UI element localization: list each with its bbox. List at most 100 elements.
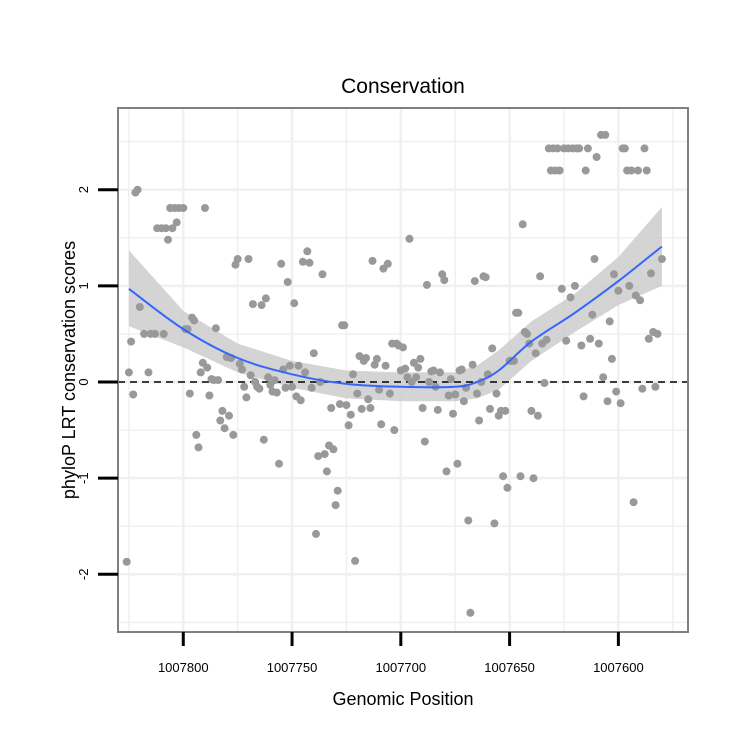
data-point — [344, 421, 353, 430]
x-tick-label: 1007750 — [267, 660, 318, 675]
data-point — [642, 166, 651, 175]
data-point — [349, 370, 357, 379]
data-point — [636, 296, 645, 305]
data-point — [401, 364, 410, 373]
data-point — [616, 399, 625, 408]
data-point — [246, 371, 255, 380]
data-point — [375, 385, 384, 394]
data-point — [459, 397, 468, 406]
data-point — [446, 375, 455, 384]
data-point — [346, 410, 355, 419]
data-point — [553, 144, 562, 153]
data-point — [340, 321, 349, 330]
data-point — [257, 301, 266, 310]
data-point — [294, 361, 303, 370]
data-point — [503, 483, 512, 492]
data-point — [194, 443, 203, 452]
data-point — [420, 437, 429, 446]
data-point — [172, 218, 181, 227]
data-point — [322, 467, 331, 476]
data-point — [570, 281, 579, 290]
data-point — [229, 430, 238, 439]
data-point — [453, 459, 462, 468]
data-point — [499, 472, 508, 481]
y-tick-label: 1 — [76, 282, 91, 289]
data-point — [501, 406, 510, 415]
data-point — [470, 277, 479, 286]
data-point — [418, 404, 427, 412]
data-point — [629, 498, 638, 507]
data-point — [218, 406, 227, 415]
data-point — [555, 166, 564, 175]
data-point — [579, 392, 588, 401]
x-axis: 1007800 1007750 1007700 1007650 1007600 — [158, 632, 644, 675]
data-point — [620, 144, 629, 153]
data-point — [603, 397, 612, 406]
data-point — [464, 516, 473, 525]
data-point — [201, 204, 209, 212]
data-point — [531, 349, 540, 358]
data-point — [259, 435, 268, 444]
data-point — [248, 300, 257, 309]
data-point — [422, 280, 431, 289]
data-point — [351, 556, 360, 565]
data-point — [449, 409, 457, 418]
data-point — [536, 272, 545, 281]
data-point — [557, 284, 566, 293]
data-point — [614, 286, 623, 295]
data-point — [151, 329, 159, 338]
data-point — [124, 368, 133, 377]
y-tick-label: -1 — [76, 472, 91, 484]
data-point — [610, 270, 618, 279]
data-point — [312, 529, 320, 538]
data-point — [285, 361, 294, 370]
data-point — [425, 378, 434, 386]
data-point — [164, 235, 172, 244]
data-point — [657, 255, 666, 263]
data-point — [366, 404, 375, 412]
data-point — [161, 224, 170, 233]
data-point — [307, 383, 316, 392]
data-point — [196, 368, 205, 377]
x-tick-label: 1007800 — [158, 660, 209, 675]
data-points — [122, 130, 666, 617]
chart-title: Conservation — [341, 75, 465, 98]
data-point — [240, 382, 249, 391]
data-point — [647, 269, 655, 278]
data-point — [214, 376, 223, 385]
data-point — [640, 144, 649, 153]
smooth-trend-line — [128, 245, 663, 389]
data-point — [523, 329, 531, 338]
data-point — [588, 310, 597, 319]
data-point — [634, 166, 642, 175]
data-point — [159, 329, 168, 338]
data-point — [607, 354, 616, 363]
data-point — [192, 430, 201, 439]
data-point — [533, 411, 542, 420]
data-point — [562, 336, 571, 345]
data-point — [414, 363, 423, 372]
plot-frame — [117, 107, 689, 633]
data-point — [122, 557, 131, 566]
data-point — [129, 390, 138, 399]
data-point — [244, 255, 253, 263]
data-point — [457, 365, 466, 374]
data-point — [586, 334, 595, 343]
data-point — [127, 337, 136, 346]
x-tick-label: 1007700 — [376, 660, 427, 675]
data-point — [233, 255, 242, 263]
data-point — [599, 373, 608, 382]
data-point — [168, 224, 177, 233]
data-point — [275, 459, 283, 468]
data-point — [270, 376, 279, 385]
data-point — [133, 185, 142, 194]
y-tick-label: 2 — [76, 186, 91, 193]
data-point — [577, 341, 586, 350]
data-point — [444, 391, 453, 400]
data-point — [527, 406, 536, 415]
data-point — [590, 255, 599, 263]
data-point — [264, 373, 273, 382]
data-point — [329, 445, 338, 454]
data-point — [440, 276, 449, 285]
data-point — [540, 379, 549, 387]
